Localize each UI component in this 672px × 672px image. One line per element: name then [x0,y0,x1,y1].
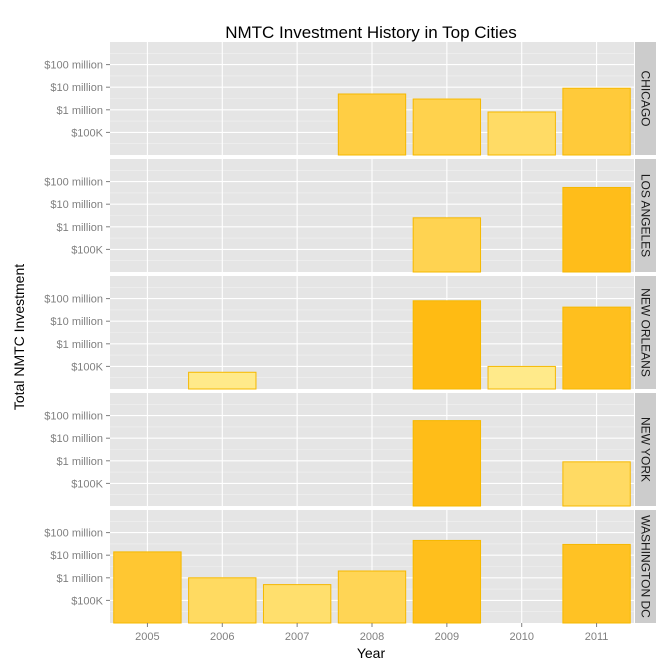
facet-panels: $100K $1 million $10 million $100 million CH… [44,42,656,624]
facet-strip [635,510,656,623]
bar [412,300,482,390]
y-tick-label: $100K [71,595,103,607]
bar [412,217,482,273]
y-tick-label: $100K [71,361,103,373]
y-tick-label: $10 million [50,433,103,445]
bar [188,371,257,390]
y-tick-label: $10 million [50,199,103,211]
y-tick-label: $100K [71,478,103,490]
facet-strip-label: LOS ANGELES [639,174,653,257]
bar [487,111,556,156]
facet-strip [635,393,656,506]
bar [412,539,482,624]
bar [412,98,482,156]
bar [113,551,182,624]
x-tick-label: 2007 [285,631,309,643]
y-tick-label: $100 million [44,60,103,72]
x-tick-label: 2010 [509,631,533,643]
x-tick-label: 2008 [360,631,384,643]
bar [562,461,631,507]
y-tick-label: $100K [71,127,103,139]
facet-strip-label: NEW YORK [639,417,653,482]
y-tick-label: $10 million [50,316,103,328]
facet-strip [635,159,656,272]
y-tick-label: $10 million [50,550,103,562]
x-tick-label: 2005 [135,631,159,643]
bar [562,543,631,624]
bar [562,87,631,156]
x-tick-label: 2011 [585,631,609,643]
y-tick-label: $100K [71,244,103,256]
facet-panel: $100K $1 million $10 million $100 million CH… [44,42,656,156]
bar [412,420,482,507]
x-axis: 2005 2006 2007 2008 2009 2010 2011 [135,623,608,643]
x-axis-title: Year [357,645,386,661]
y-tick-label: $100 million [44,528,103,540]
bar [188,577,257,624]
bar [337,570,407,624]
facet-strip-label: NEW ORLEANS [639,288,653,377]
y-tick-label: $1 million [57,456,103,468]
facet-strip [635,276,656,389]
facet-strip-label: CHICAGO [639,70,653,126]
bar [562,306,631,390]
chart-title: NMTC Investment History in Top Cities [225,23,517,42]
bar [262,584,332,624]
y-axis-title: Total NMTC Investment [11,264,27,410]
y-tick-label: $100 million [44,177,103,189]
facet-panel: $100K $1 million $10 million $100 million NE… [44,276,656,390]
x-tick-label: 2009 [435,631,459,643]
x-tick-label: 2006 [210,631,234,643]
facet-panel: $100K $1 million $10 million $100 million WA… [44,510,656,624]
facet-panel: $100K $1 million $10 million $100 million NE… [44,393,656,507]
bar [562,186,631,273]
bar [337,93,407,156]
facet-strip [635,42,656,155]
y-tick-label: $100 million [44,294,103,306]
y-tick-label: $10 million [50,82,103,94]
y-tick-label: $1 million [57,339,103,351]
facet-strip-label: WASHINGTON DC [639,515,653,618]
y-tick-label: $1 million [57,105,103,117]
bar [487,365,556,390]
y-tick-label: $100 million [44,411,103,423]
y-tick-label: $1 million [57,222,103,234]
y-tick-label: $1 million [57,573,103,585]
facet-panel: $100K $1 million $10 million $100 million LO… [44,159,656,273]
